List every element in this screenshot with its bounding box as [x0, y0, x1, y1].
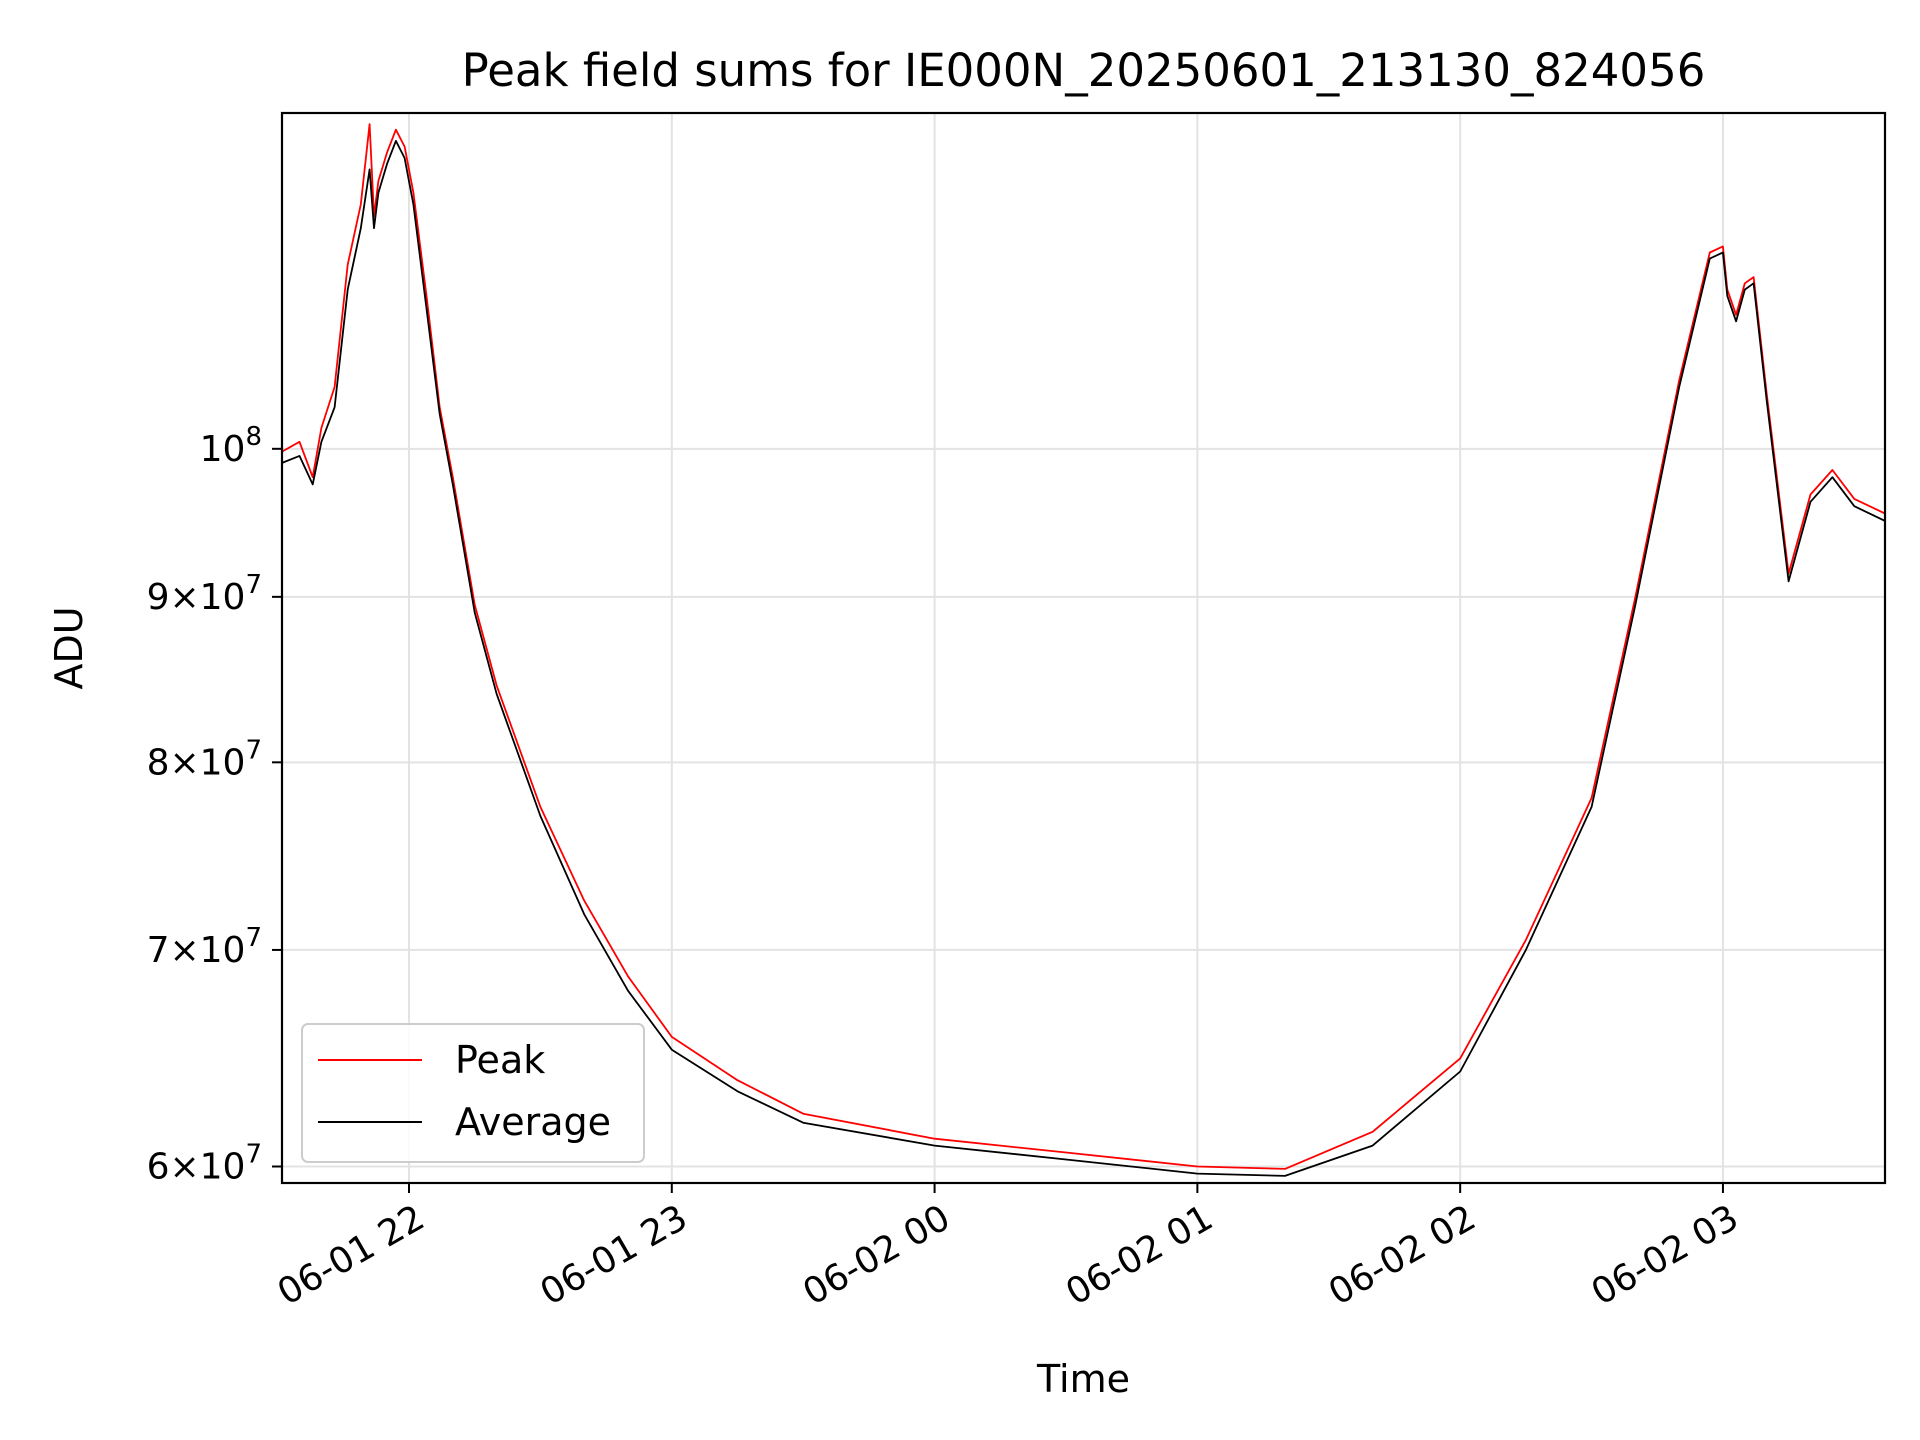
y-tick-times: ×10 [169, 742, 245, 783]
y-tick-times: ×10 [169, 577, 245, 618]
y-tick-label: 9×107 [147, 570, 262, 618]
y-tick-label: 6×107 [147, 1140, 262, 1188]
y-tick-label: 7×107 [147, 923, 262, 971]
y-tick-label: 108 [200, 422, 262, 470]
y-tick-mantissa: 7 [147, 930, 170, 971]
y-tick-exponent: 7 [245, 570, 262, 600]
legend: Peak Average [301, 1023, 645, 1163]
series-line-peak [282, 123, 1885, 1170]
y-tick-times: ×10 [169, 930, 245, 971]
y-tick-mantissa: 9 [147, 577, 170, 618]
y-tick-exponent: 7 [245, 1140, 262, 1170]
legend-label-average: Average [455, 1100, 611, 1144]
y-tick-exponent: 8 [245, 422, 262, 452]
series-layer [282, 123, 1885, 1177]
y-tick-label: 8×107 [147, 735, 262, 783]
y-tick-exponent: 7 [245, 923, 262, 953]
grid [282, 113, 1885, 1183]
plot-frame [280, 111, 1887, 1185]
legend-box [301, 1023, 645, 1163]
y-tick-exponent: 7 [245, 735, 262, 765]
y-tick-times: ×10 [169, 1147, 245, 1188]
y-axis-title: ADU [47, 606, 91, 689]
chart-title: Peak field sums for IE000N_20250601_2131… [462, 44, 1706, 97]
legend-label-peak: Peak [455, 1038, 545, 1082]
x-axis-title: Time [1036, 1357, 1130, 1401]
y-tick-mantissa: 8 [147, 742, 170, 783]
y-tick-base: 10 [200, 429, 246, 470]
y-tick-mantissa: 6 [147, 1147, 170, 1188]
series-line-average [282, 139, 1885, 1177]
